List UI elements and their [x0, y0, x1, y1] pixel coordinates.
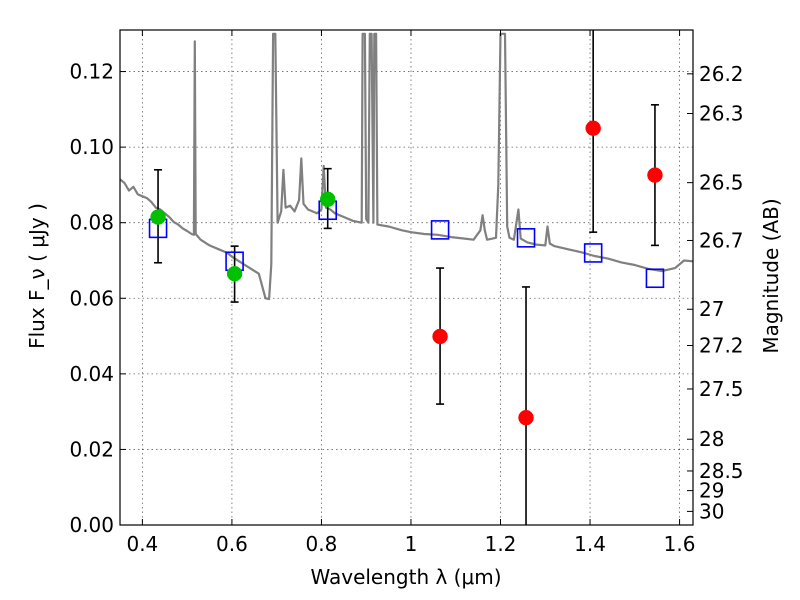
data-point: [150, 209, 166, 225]
right-tick-label: 28.5: [699, 459, 744, 483]
x-tick-label: 0.4: [126, 532, 158, 556]
grid-lines: [120, 30, 693, 526]
right-tick-label: 28: [699, 427, 724, 451]
data-point: [319, 191, 336, 208]
model-square-point: [430, 220, 450, 240]
right-tick-label: 26.3: [699, 102, 744, 126]
x-tick-label: 0.8: [306, 532, 338, 556]
y-tick-label: 0.04: [69, 362, 114, 386]
data-point: [647, 167, 663, 183]
data-point: [432, 328, 448, 345]
model-spectrum-line: [119, 32, 694, 301]
right-tick-label: 26.2: [699, 62, 744, 86]
model-square-point: [645, 268, 665, 289]
axis-ticks: 0.4 0.6 0.8 1 1.2 1.4 1.6 0.00 0.02 0.04 0.06 0.08 0…: [69, 30, 744, 556]
data-point: [226, 265, 243, 282]
y-tick-label: 0.10: [69, 135, 114, 159]
x-tick-label: 1.6: [664, 532, 696, 556]
right-tick-label: 27.2: [699, 334, 744, 358]
right-tick-label: 26.7: [699, 228, 744, 252]
plot-frame: [119, 29, 694, 526]
y-tick-label: 0.02: [69, 437, 114, 461]
y-tick-label: 0.06: [69, 286, 114, 310]
model-spectrum: [119, 32, 694, 301]
x-tick-label: 1.4: [574, 532, 606, 556]
right-axis-title: Magnitude (AB): [759, 198, 783, 353]
y-tick-label: 0.00: [69, 513, 114, 537]
x-tick-label: 1: [405, 532, 418, 556]
y-tick-label: 0.12: [69, 60, 114, 84]
right-tick-label: 27: [699, 297, 724, 321]
data-point: [518, 409, 534, 426]
right-tick-label: 26.5: [699, 171, 744, 195]
x-axis-title: Wavelength λ (μm): [310, 565, 501, 589]
x-tick-label: 1.2: [485, 532, 517, 556]
right-tick-label: 30: [699, 499, 724, 523]
right-tick-label: 29: [699, 479, 724, 503]
model-square-point: [516, 228, 536, 248]
observed-photometry: [150, 120, 663, 426]
y-axis-title: Flux F_ν ( μJy ): [25, 203, 49, 349]
right-tick-label: 27.5: [699, 377, 744, 401]
y-tick-label: 0.08: [69, 211, 114, 235]
data-point: [585, 120, 601, 136]
x-tick-label: 0.6: [216, 532, 248, 556]
model-square-point: [583, 243, 603, 263]
